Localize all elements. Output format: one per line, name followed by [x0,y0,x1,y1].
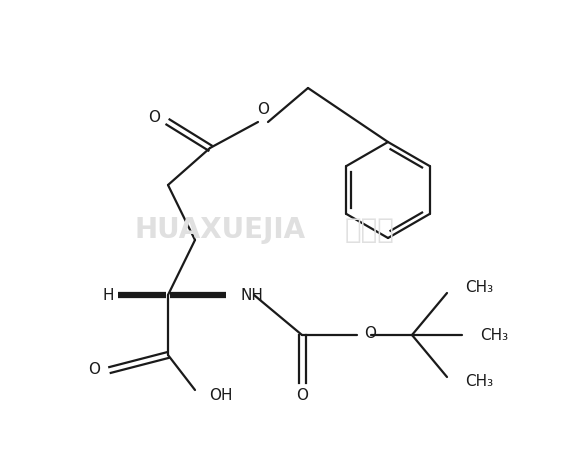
Text: CH₃: CH₃ [465,374,493,389]
Text: O: O [296,388,308,403]
Text: CH₃: CH₃ [465,280,493,295]
Text: H: H [102,287,114,303]
Text: NH: NH [240,287,263,303]
Text: O: O [88,362,100,378]
Text: CH₃: CH₃ [480,328,508,343]
Text: 化学加: 化学加 [345,216,395,244]
Text: O: O [257,102,269,118]
Text: O: O [364,327,376,342]
Text: OH: OH [209,388,233,403]
Text: O: O [148,110,160,125]
Text: HUAXUEJIA: HUAXUEJIA [135,216,306,244]
